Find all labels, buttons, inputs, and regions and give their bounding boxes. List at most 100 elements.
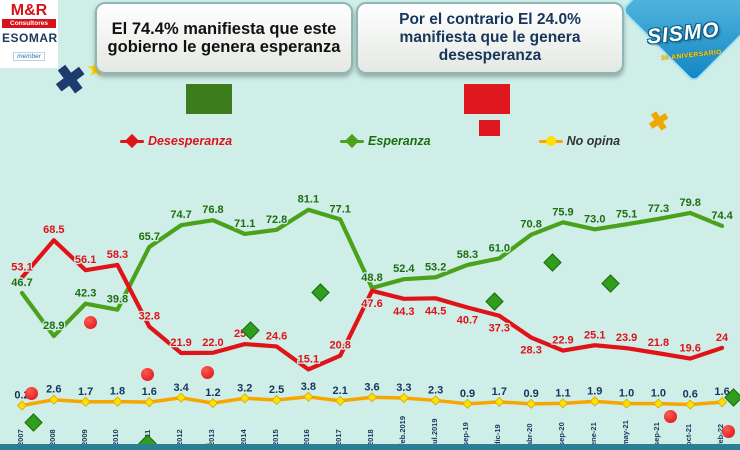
value-label-no-opina: 2.5	[269, 384, 284, 396]
no-opina-marker	[494, 396, 505, 407]
x-axis-label: 2009	[79, 429, 89, 446]
x-axis-label: feb.2019	[397, 415, 407, 446]
value-label-desesperanza: 24.6	[266, 330, 287, 342]
red-dot-decoration	[664, 410, 677, 423]
value-label-esperanza: 70.8	[520, 219, 541, 231]
legend-label: No opina	[566, 134, 621, 148]
value-label-no-opina: 1.0	[651, 388, 666, 400]
value-label-desesperanza: 21.9	[170, 337, 191, 349]
no-opina-marker	[144, 397, 155, 408]
value-label-desesperanza: 22.0	[202, 337, 223, 349]
mr-consultores-logo: M&R Consultores ESOMAR member	[0, 0, 58, 68]
x-axis-label: sep-19	[461, 422, 471, 446]
legend-marker	[119, 133, 144, 148]
no-opina-marker	[526, 398, 537, 409]
legend-item-desesperanza: Desesperanza	[119, 133, 232, 148]
no-opina-marker	[716, 397, 728, 408]
no-opina-marker	[557, 398, 569, 409]
headline-esperanza: El 74.4% manifiesta que este gobierno le…	[95, 2, 353, 74]
value-label-esperanza: 75.1	[616, 208, 637, 220]
legend-marker-shape	[124, 133, 140, 148]
no-opina-marker	[621, 398, 632, 409]
value-label-no-opina: 1.6	[142, 386, 157, 398]
value-label-no-opina: 2.3	[428, 384, 443, 396]
value-label-desesperanza: 44.3	[393, 306, 414, 318]
x-axis-label: sep-20	[556, 422, 566, 446]
value-label-no-opina: 3.3	[396, 382, 411, 394]
value-label-esperanza: 79.8	[680, 197, 701, 209]
value-label-esperanza: 76.8	[202, 204, 223, 216]
value-label-no-opina: 3.4	[173, 382, 189, 394]
no-opina-marker	[207, 398, 219, 409]
no-opina-marker	[176, 392, 187, 403]
value-label-esperanza: 39.8	[107, 294, 128, 306]
value-label-no-opina: 1.7	[492, 386, 507, 398]
small-red-square	[479, 120, 500, 136]
red-dot-decoration	[84, 316, 97, 329]
value-label-no-opina: 3.6	[364, 381, 379, 393]
line-esperanza	[19, 207, 725, 339]
value-label-esperanza: 58.3	[457, 249, 478, 261]
no-opina-marker	[16, 400, 28, 411]
value-label-esperanza: 77.3	[648, 203, 669, 215]
x-axis-label: 2007	[16, 429, 25, 446]
no-opina-marker	[366, 392, 378, 403]
no-opina-marker	[271, 394, 282, 406]
value-label-no-opina: 1.0	[619, 388, 634, 400]
x-axis-label: abr-20	[525, 423, 535, 446]
value-label-desesperanza: 23.9	[616, 332, 637, 344]
value-label-no-opina: 0.9	[523, 388, 538, 400]
value-label-esperanza: 81.1	[298, 194, 319, 206]
value-label-esperanza: 48.8	[361, 272, 382, 284]
legend-item-esperanza: Esperanza	[340, 133, 431, 148]
no-opina-marker	[589, 396, 600, 407]
no-opina-marker	[239, 393, 250, 404]
value-label-esperanza: 74.7	[170, 209, 191, 221]
value-label-desesperanza: 44.5	[425, 305, 446, 317]
x-axis-label: may-21	[620, 420, 630, 446]
no-opina-marker	[462, 398, 473, 409]
value-label-esperanza: 42.3	[75, 288, 96, 300]
value-label-no-opina: 1.8	[110, 386, 125, 398]
no-opina-marker	[398, 392, 409, 404]
legend-marker-shape	[344, 133, 360, 148]
value-label-esperanza: 75.9	[552, 206, 573, 218]
x-axis-label: 2014	[238, 429, 248, 446]
value-label-esperanza: 65.7	[139, 231, 160, 243]
x-axis-label: 2017	[334, 429, 344, 446]
x-axis-label: 2012	[175, 429, 185, 446]
red-dot-decoration	[141, 368, 154, 381]
value-label-desesperanza: 32.8	[139, 311, 160, 323]
mr-logo-consultores: Consultores	[2, 19, 56, 29]
value-label-desesperanza: 37.3	[489, 323, 510, 335]
value-label-no-opina: 3.8	[301, 381, 316, 393]
mr-logo-name: M&R	[10, 2, 48, 19]
x-axis-label: 2008	[47, 429, 57, 446]
red-dot-decoration	[722, 425, 735, 438]
value-label-esperanza: 46.7	[11, 277, 32, 289]
legend-item-no-opina: No opina	[538, 134, 621, 148]
no-opina-marker	[685, 399, 696, 410]
value-label-no-opina: 1.9	[587, 385, 602, 397]
legend-marker	[340, 133, 365, 148]
no-opina-marker	[80, 396, 91, 407]
value-label-desesperanza: 21.8	[648, 337, 669, 349]
value-label-no-opina: 0.6	[683, 389, 698, 401]
value-label-desesperanza: 15.1	[298, 353, 319, 365]
legend-marker	[538, 135, 563, 146]
value-label-no-opina: 1.2	[205, 387, 220, 399]
value-label-esperanza: 77.1	[329, 203, 350, 215]
x-axis-label: 2013	[206, 429, 216, 446]
legend-marker-shape	[545, 135, 556, 146]
no-opina-marker	[112, 396, 123, 407]
value-label-esperanza: 73.0	[584, 213, 605, 225]
sismo-logo: SISMO 30 ANIVERSARIO	[615, 0, 740, 100]
bottom-strip	[0, 444, 740, 450]
esomar-member-label: member	[13, 52, 45, 62]
value-label-no-opina: 1.7	[78, 386, 93, 398]
value-label-no-opina: 2.6	[46, 384, 61, 396]
value-label-desesperanza: 22.9	[552, 335, 573, 347]
value-label-no-opina: 1.1	[555, 387, 570, 399]
value-label-no-opina: 3.2	[237, 382, 252, 394]
